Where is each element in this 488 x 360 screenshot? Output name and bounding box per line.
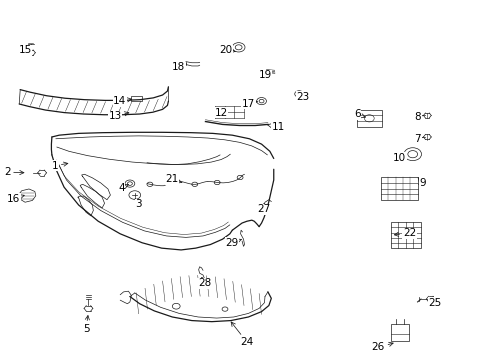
Text: 14: 14 <box>113 96 131 106</box>
Text: 29: 29 <box>225 238 241 248</box>
Text: 28: 28 <box>198 278 211 288</box>
Text: 4: 4 <box>118 183 128 193</box>
Text: 23: 23 <box>296 92 309 102</box>
Text: 8: 8 <box>413 112 421 122</box>
Text: 3: 3 <box>135 199 142 210</box>
Text: 17: 17 <box>242 99 257 109</box>
Text: 19: 19 <box>258 70 271 80</box>
Bar <box>390 324 408 341</box>
Text: 22: 22 <box>394 228 415 238</box>
Text: 7: 7 <box>413 135 421 144</box>
Text: 25: 25 <box>428 298 441 308</box>
Text: 9: 9 <box>417 178 425 188</box>
Text: 6: 6 <box>353 109 365 120</box>
Text: 5: 5 <box>82 316 89 334</box>
Text: 16: 16 <box>7 194 24 204</box>
Bar <box>380 177 417 200</box>
Bar <box>390 222 420 248</box>
Text: 1: 1 <box>52 161 68 171</box>
Bar <box>356 110 381 127</box>
Text: 24: 24 <box>231 322 253 347</box>
Text: 18: 18 <box>171 62 186 72</box>
Text: 2: 2 <box>4 167 24 177</box>
Text: 21: 21 <box>165 174 182 184</box>
Text: 20: 20 <box>219 45 235 55</box>
Text: 26: 26 <box>371 342 392 352</box>
Bar <box>131 96 142 101</box>
Text: 15: 15 <box>19 45 32 55</box>
Text: 10: 10 <box>392 153 406 163</box>
Text: 13: 13 <box>108 111 128 121</box>
Text: 11: 11 <box>267 122 284 132</box>
Text: 12: 12 <box>214 108 227 118</box>
Text: 27: 27 <box>257 204 270 215</box>
